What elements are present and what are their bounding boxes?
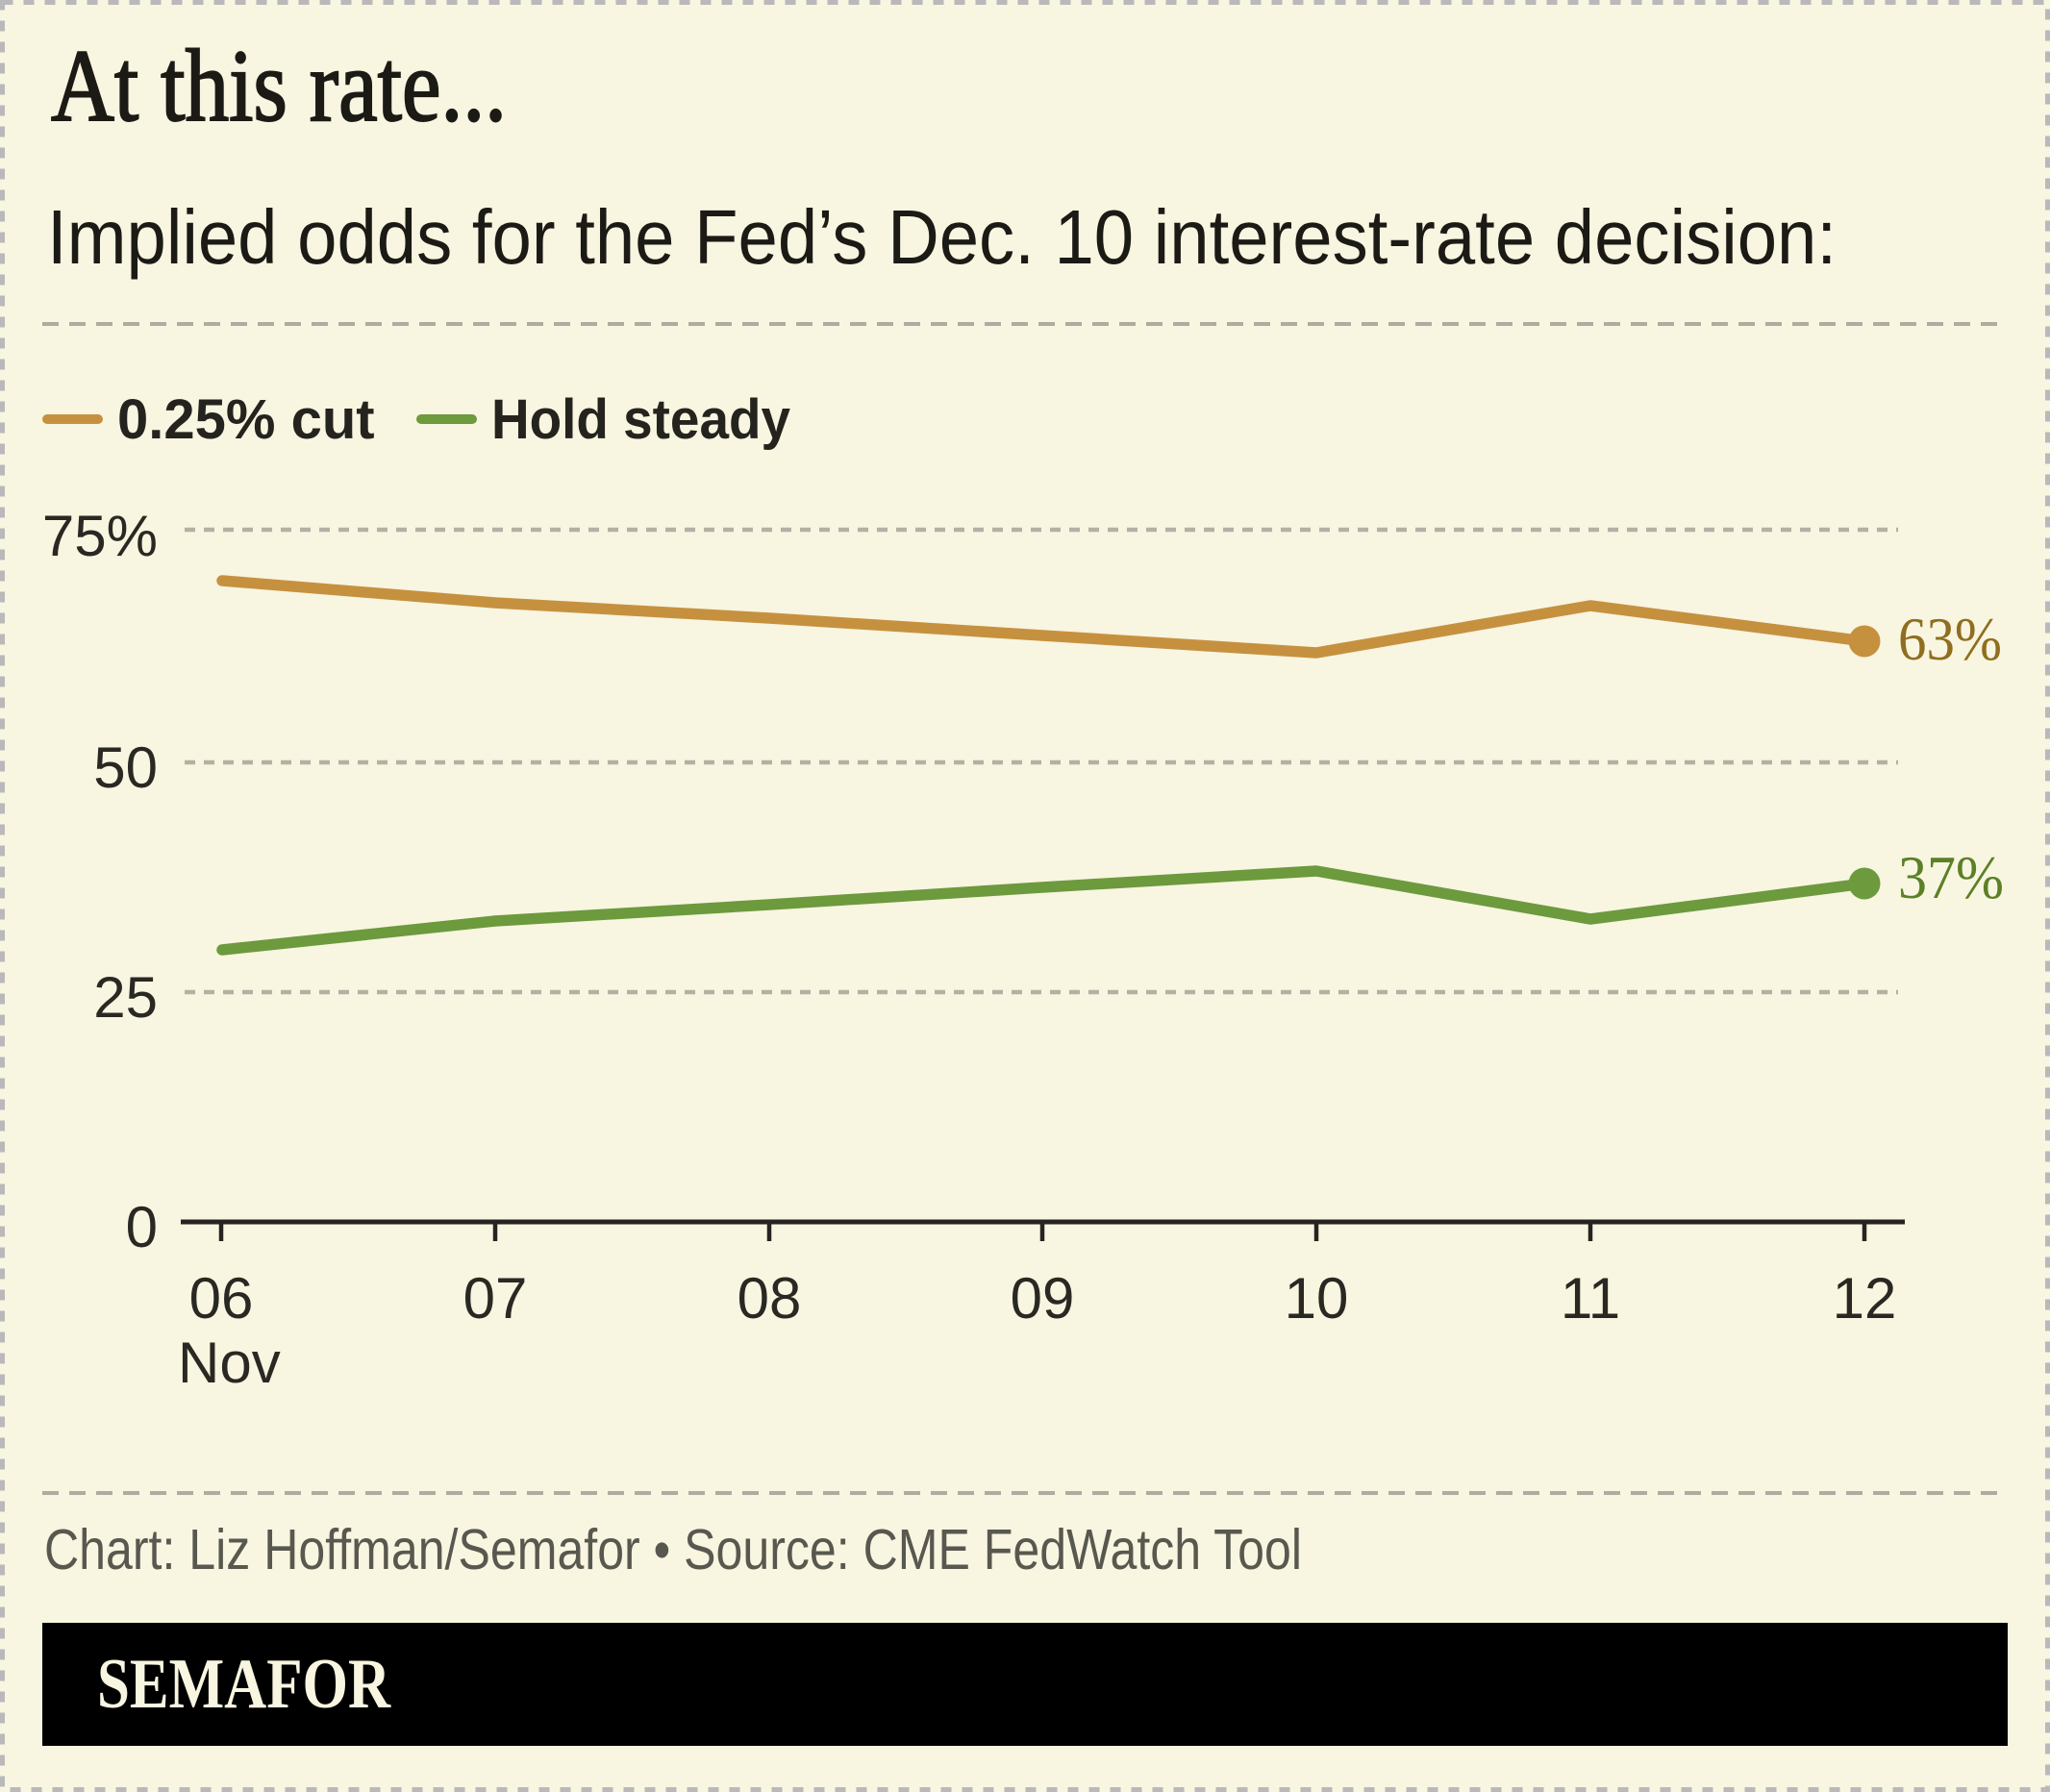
svg-text:75%: 75% — [42, 504, 158, 568]
svg-text:37%: 37% — [1898, 843, 2004, 911]
svg-text:Hold steady: Hold steady — [491, 388, 790, 451]
svg-text:0: 0 — [126, 1195, 158, 1259]
svg-text:SEMAFOR: SEMAFOR — [97, 1645, 391, 1724]
svg-text:09: 09 — [1011, 1266, 1075, 1331]
svg-text:Chart: Liz Hoffman/Semafor • S: Chart: Liz Hoffman/Semafor • Source: CME… — [44, 1518, 1302, 1581]
svg-text:50: 50 — [93, 735, 158, 800]
svg-text:12: 12 — [1833, 1266, 1897, 1331]
svg-text:0.25% cut: 0.25% cut — [117, 388, 375, 451]
svg-text:07: 07 — [463, 1266, 528, 1331]
svg-text:63%: 63% — [1898, 605, 2002, 673]
svg-text:08: 08 — [738, 1266, 802, 1331]
svg-text:Implied odds for the Fed’s Dec: Implied odds for the Fed’s Dec. 10 inter… — [47, 194, 1837, 280]
svg-text:25: 25 — [93, 965, 158, 1030]
svg-text:Nov: Nov — [178, 1331, 281, 1395]
svg-text:06: 06 — [189, 1266, 254, 1331]
svg-text:At this rate...: At this rate... — [51, 30, 507, 143]
svg-text:10: 10 — [1285, 1266, 1349, 1331]
svg-text:11: 11 — [1561, 1266, 1620, 1331]
